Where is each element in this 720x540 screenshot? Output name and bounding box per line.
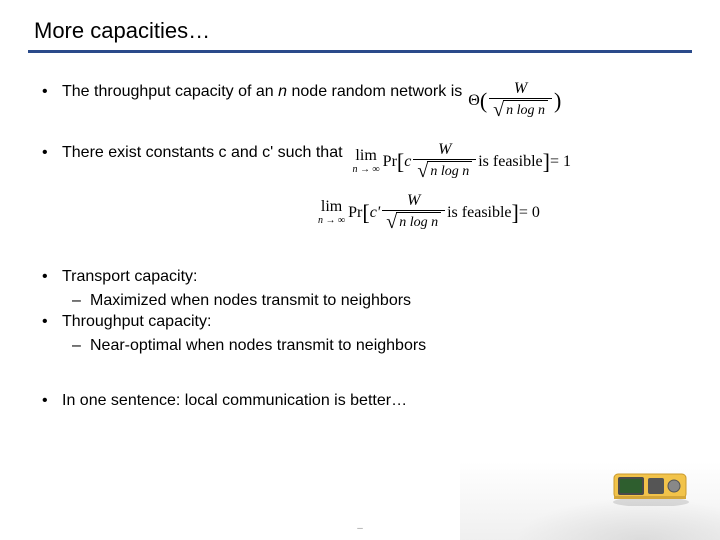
bullet-3a: Maximized when nodes transmit to neighbo… — [62, 290, 692, 312]
lim2: lim — [321, 199, 342, 215]
sqrt2-body: n log n — [427, 161, 472, 181]
limsub1: n → ∞ — [353, 165, 380, 175]
formula-theta: Θ( W √ n log n ) — [468, 81, 561, 120]
formula-lim2-row: lim n → ∞ Pr[ c' W √ n log n is feasible… — [318, 193, 692, 232]
formula-lim1: lim n → ∞ Pr[ c W √ n log n — [353, 142, 571, 181]
bullet-1-text: The throughput capacity of an n node ran… — [62, 81, 462, 103]
slide: More capacities… The throughput capacity… — [0, 0, 720, 540]
b4-text: Throughput capacity: — [62, 313, 211, 330]
sqrt1-body: n log n — [503, 100, 548, 120]
bullet-2: There exist constants c and c' such that… — [28, 142, 692, 181]
theta-symbol: Θ — [468, 90, 480, 112]
b2-text: There exist constants c and c' such that — [62, 142, 343, 164]
sub-list-2: Near-optimal when nodes transmit to neig… — [62, 335, 692, 357]
title-underline — [28, 50, 692, 53]
cprime: c' — [370, 204, 381, 222]
eq1: = 1 — [550, 151, 571, 173]
bullet-list-2: Transport capacity: Maximized when nodes… — [28, 266, 692, 412]
frac3-num: W — [403, 193, 424, 210]
lparen: ( — [480, 90, 487, 112]
feas2: is feasible — [447, 204, 511, 222]
footer-mark: – — [357, 523, 363, 534]
rb1: ] — [543, 151, 550, 173]
fraction-1: W √ n log n — [489, 81, 552, 120]
bullet-2-row: There exist constants c and c' such that… — [62, 142, 692, 181]
bullet-3: Transport capacity: Maximized when nodes… — [28, 266, 692, 311]
frac3-den: √ n log n — [382, 210, 445, 232]
b3-text: Transport capacity: — [62, 268, 197, 285]
bullet-4a: Near-optimal when nodes transmit to neig… — [62, 335, 692, 357]
sensor-chip-image — [608, 466, 694, 506]
b1-pre: The throughput capacity of an — [62, 83, 278, 100]
feas1: is feasible — [478, 151, 542, 173]
frac2-num: W — [434, 142, 455, 159]
pr2: Pr — [348, 204, 362, 222]
bullet-4: Throughput capacity: Near-optimal when n… — [28, 311, 692, 356]
pr1: Pr — [383, 151, 397, 173]
fraction-2: W √ n log n — [413, 142, 476, 181]
rparen: ) — [554, 90, 561, 112]
lim-block-2: lim n → ∞ — [318, 199, 345, 226]
sqrt3-body: n log n — [396, 212, 441, 232]
lb2: [ — [362, 202, 369, 224]
bullet-1: The throughput capacity of an n node ran… — [28, 81, 692, 120]
sqrt-3: √ n log n — [386, 212, 441, 232]
bullet-5: In one sentence: local communication is … — [28, 390, 692, 412]
bullet-1-row: The throughput capacity of an n node ran… — [62, 81, 692, 120]
fraction-3: W √ n log n — [382, 193, 445, 232]
sqrt-2: √ n log n — [417, 161, 472, 181]
bullet-list: The throughput capacity of an n node ran… — [28, 81, 692, 181]
lb1: [ — [397, 151, 404, 173]
sub-list-1: Maximized when nodes transmit to neighbo… — [62, 290, 692, 312]
sqrt-1: √ n log n — [493, 100, 548, 120]
b1-post: node random network is — [287, 83, 462, 100]
formula-lim2: lim n → ∞ Pr[ c' W √ n log n is feasible… — [318, 193, 540, 232]
frac1-den: √ n log n — [489, 98, 552, 120]
frac2-den: √ n log n — [413, 159, 476, 181]
rb2: ] — [512, 202, 519, 224]
lim-block-1: lim n → ∞ — [353, 148, 380, 175]
eq0: = 0 — [519, 204, 540, 222]
c1: c — [404, 151, 411, 173]
slide-title: More capacities… — [34, 18, 692, 44]
lim1: lim — [355, 148, 376, 164]
limsub2: n → ∞ — [318, 216, 345, 226]
background-gradient — [460, 410, 720, 540]
frac1-num: W — [510, 81, 531, 98]
b1-n: n — [278, 83, 287, 100]
